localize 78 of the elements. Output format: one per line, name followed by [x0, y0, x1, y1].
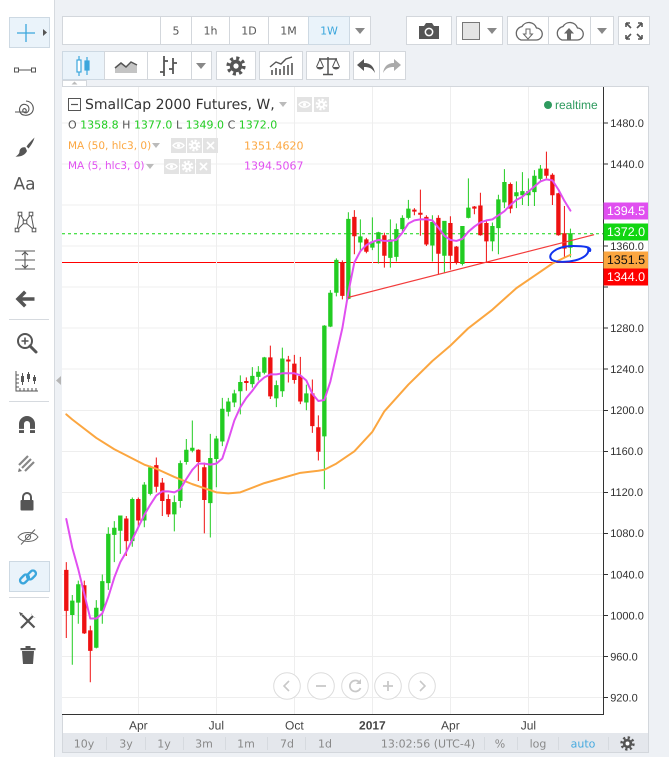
text: 1W — [320, 24, 338, 38]
candlestick — [406, 199, 411, 220]
line-series — [65, 178, 572, 620]
candlestick — [268, 345, 273, 400]
candlestick — [130, 496, 134, 548]
text: MA (5, hlc3, 0) — [68, 160, 145, 172]
text: auto — [570, 737, 596, 750]
x-tick-label: Jul — [520, 718, 536, 732]
y-tick-label: 1120.0 — [610, 487, 644, 500]
candlestick — [244, 376, 249, 392]
candlestick — [202, 462, 206, 534]
candlestick — [424, 214, 429, 247]
y-tick-label: 1200.0 — [610, 405, 644, 418]
y-tick-label: 1360.0 — [610, 240, 644, 253]
text: 1351.5 — [606, 253, 646, 267]
y-tick-label: 1080.0 — [610, 528, 644, 540]
text: 13:02:56 (UTC-4) — [380, 737, 476, 750]
candlestick — [310, 378, 315, 434]
x-tick-label: 2017 — [359, 718, 386, 732]
text: 5 — [172, 24, 180, 38]
text: 10y — [74, 737, 94, 750]
text: 7d — [280, 737, 294, 750]
text: 1m — [237, 737, 255, 750]
candlestick — [316, 414, 321, 462]
candlestick — [352, 210, 357, 255]
candlestick — [508, 182, 513, 214]
y-tick-label: 1040.0 — [610, 569, 644, 582]
x-tick-label: Apr — [441, 718, 460, 732]
y-tick-label: 1240.0 — [610, 364, 644, 376]
text: log — [530, 737, 546, 750]
candlestick — [286, 355, 291, 384]
text: 1y — [157, 737, 171, 750]
candlestick — [418, 189, 423, 236]
text: 1D — [241, 24, 257, 38]
candlestick — [400, 214, 405, 232]
annotation: 1351.4620 — [244, 139, 304, 152]
candlestick — [382, 232, 387, 268]
x-tick-label: Oct — [285, 718, 304, 732]
candlestick — [466, 178, 471, 219]
candlestick — [136, 496, 140, 528]
candlestick — [358, 218, 363, 252]
candlestick — [64, 562, 68, 639]
candlestick — [430, 214, 435, 262]
text: Aa — [13, 174, 36, 194]
annotation: realtime — [555, 98, 598, 112]
ref-line-label: 1344.0 — [606, 270, 646, 284]
candlestick — [172, 494, 176, 532]
text: 1h — [204, 24, 218, 38]
y-tick-label: 1440.0 — [610, 158, 644, 171]
candlestick — [334, 258, 339, 297]
candlestick — [238, 374, 243, 415]
text: 1394.5 — [606, 204, 646, 218]
text: 1d — [318, 737, 332, 750]
candlestick — [304, 384, 309, 411]
x-tick-label: Jul — [208, 718, 224, 732]
y-tick-label: 960.0 — [610, 651, 638, 664]
text: 3m — [195, 737, 213, 750]
annotation: O 1358.8 H 1377.0 L 1349.0 C 1372.0 — [68, 118, 278, 132]
ref-line-label: 1372.0 — [606, 225, 646, 239]
text: 1M — [280, 24, 297, 38]
text: SmallCap 2000 Futures, W, — [85, 96, 275, 112]
text: MA (50, hlc3, 0) — [68, 139, 152, 152]
text: 3y — [119, 737, 133, 750]
candlestick — [196, 448, 200, 482]
y-tick-label: 1280.0 — [610, 323, 644, 335]
candlestick — [340, 260, 345, 300]
y-tick-label: 1000.0 — [610, 610, 644, 622]
y-tick-label: 1160.0 — [610, 446, 644, 458]
y-tick-label: 1480.0 — [610, 118, 644, 130]
candlestick — [460, 226, 465, 266]
y-tick-label: 920.0 — [610, 692, 638, 704]
candlestick — [124, 515, 128, 556]
candlestick — [442, 220, 447, 274]
annotation: 1394.5067 — [244, 160, 304, 173]
x-tick-label: Apr — [128, 718, 148, 732]
text: % — [494, 737, 506, 750]
candlestick — [436, 214, 441, 276]
candlestick — [412, 208, 417, 216]
